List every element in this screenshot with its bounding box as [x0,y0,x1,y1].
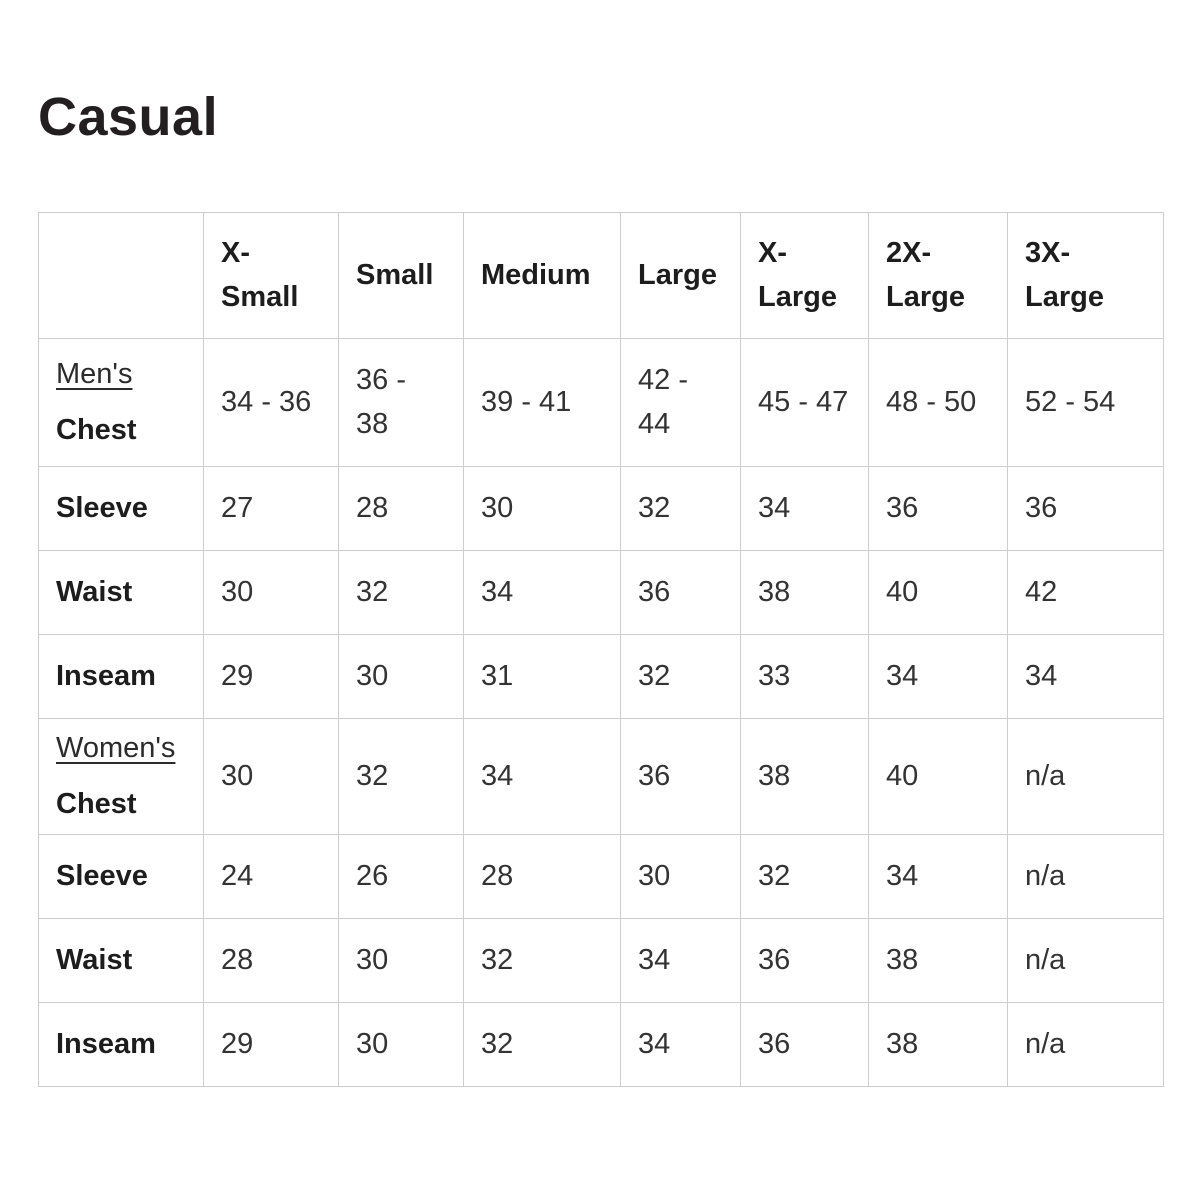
cell-mens-waist-x-small: 30 [203,550,339,636]
cell-womens-waist-x-small: 28 [203,918,339,1004]
column-header-medium: Medium [463,212,621,340]
table-row-womens-chest: Women's Chest 30 32 34 36 38 40 n/a [38,718,1164,836]
cell-mens-waist-x-large: 38 [740,550,869,636]
cell-mens-sleeve-3x-large: 36 [1007,466,1164,552]
mens-section-link[interactable]: Men's [56,358,133,391]
cell-womens-inseam-x-small: 29 [203,1002,339,1088]
row-label-text: Chest [56,787,137,820]
row-label-womens-sleeve: Sleeve [38,834,204,920]
cell-womens-chest-x-large: 38 [740,718,869,836]
cell-womens-chest-small: 32 [338,718,464,836]
cell-value: 42 - 44 [638,364,688,440]
cell-mens-chest-2x-large: 48 - 50 [868,338,1008,468]
cell-womens-sleeve-large: 30 [620,834,741,920]
row-label-mens-waist: Waist [38,550,204,636]
cell-mens-waist-medium: 34 [463,550,621,636]
corner-cell [38,212,204,340]
column-header-x-large: X-Large [740,212,869,340]
cell-womens-sleeve-small: 26 [338,834,464,920]
cell-womens-inseam-3x-large: n/a [1007,1002,1164,1088]
cell-womens-inseam-large: 34 [620,1002,741,1088]
cell-womens-sleeve-2x-large: 34 [868,834,1008,920]
cell-womens-sleeve-x-large: 32 [740,834,869,920]
cell-womens-chest-medium: 34 [463,718,621,836]
cell-womens-sleeve-medium: 28 [463,834,621,920]
table-row-mens-inseam: Inseam 29 30 31 32 33 34 34 [38,634,1164,720]
row-label-womens-waist: Waist [38,918,204,1004]
size-chart-table: X-Small Small Medium Large X-Large 2X-La… [38,212,1164,1088]
cell-mens-inseam-x-small: 29 [203,634,339,720]
cell-mens-sleeve-x-small: 27 [203,466,339,552]
row-label-mens-sleeve: Sleeve [38,466,204,552]
table-row-mens-chest: Men's Chest 34 - 36 36 - 38 39 - 41 42 -… [38,338,1164,468]
cell-mens-sleeve-small: 28 [338,466,464,552]
table-row-womens-inseam: Inseam 29 30 32 34 36 38 n/a [38,1002,1164,1088]
cell-womens-chest-3x-large: n/a [1007,718,1164,836]
table-row-mens-waist: Waist 30 32 34 36 38 40 42 [38,550,1164,636]
cell-value: 52 - 54 [1025,386,1116,419]
cell-mens-waist-small: 32 [338,550,464,636]
cell-womens-inseam-x-large: 36 [740,1002,869,1088]
cell-mens-waist-2x-large: 40 [868,550,1008,636]
cell-mens-sleeve-x-large: 34 [740,466,869,552]
cell-womens-waist-small: 30 [338,918,464,1004]
cell-value: 39 - 41 [481,386,572,419]
row-label-mens-chest: Men's Chest [38,338,204,468]
cell-mens-chest-small: 36 - 38 [338,338,464,468]
column-header-3x-large: 3X-Large [1007,212,1164,340]
row-label-womens-chest: Women's Chest [38,718,204,836]
row-label-text: Chest [56,413,137,446]
cell-mens-chest-3x-large: 52 - 54 [1007,338,1164,468]
cell-mens-chest-x-large: 45 - 47 [740,338,869,468]
cell-womens-waist-medium: 32 [463,918,621,1004]
header-row: X-Small Small Medium Large X-Large 2X-La… [38,212,1164,340]
cell-mens-waist-large: 36 [620,550,741,636]
cell-mens-inseam-2x-large: 34 [868,634,1008,720]
column-header-x-small: X-Small [203,212,339,340]
cell-mens-inseam-x-large: 33 [740,634,869,720]
cell-mens-chest-large: 42 - 44 [620,338,741,468]
cell-womens-inseam-2x-large: 38 [868,1002,1008,1088]
cell-value: 45 - 47 [758,386,849,419]
cell-value: 48 - 50 [886,386,977,419]
cell-mens-inseam-medium: 31 [463,634,621,720]
cell-womens-sleeve-3x-large: n/a [1007,834,1164,920]
cell-mens-inseam-large: 32 [620,634,741,720]
cell-womens-chest-large: 36 [620,718,741,836]
row-label-mens-inseam: Inseam [38,634,204,720]
table-row-womens-waist: Waist 28 30 32 34 36 38 n/a [38,918,1164,1004]
cell-mens-sleeve-medium: 30 [463,466,621,552]
cell-womens-waist-2x-large: 38 [868,918,1008,1004]
cell-womens-chest-2x-large: 40 [868,718,1008,836]
cell-mens-sleeve-large: 32 [620,466,741,552]
cell-womens-inseam-small: 30 [338,1002,464,1088]
cell-mens-chest-medium: 39 - 41 [463,338,621,468]
column-header-small: Small [338,212,464,340]
cell-value: 34 - 36 [221,386,312,419]
cell-womens-chest-x-small: 30 [203,718,339,836]
cell-womens-inseam-medium: 32 [463,1002,621,1088]
column-header-large: Large [620,212,741,340]
cell-mens-inseam-small: 30 [338,634,464,720]
cell-mens-chest-x-small: 34 - 36 [203,338,339,468]
table-row-mens-sleeve: Sleeve 27 28 30 32 34 36 36 [38,466,1164,552]
cell-mens-inseam-3x-large: 34 [1007,634,1164,720]
row-label-womens-inseam: Inseam [38,1002,204,1088]
table-row-womens-sleeve: Sleeve 24 26 28 30 32 34 n/a [38,834,1164,920]
cell-womens-waist-3x-large: n/a [1007,918,1164,1004]
cell-mens-waist-3x-large: 42 [1007,550,1164,636]
cell-womens-waist-large: 34 [620,918,741,1004]
cell-mens-sleeve-2x-large: 36 [868,466,1008,552]
cell-womens-sleeve-x-small: 24 [203,834,339,920]
cell-value: 36 - 38 [356,364,406,440]
column-header-2x-large: 2X-Large [868,212,1008,340]
womens-section-link[interactable]: Women's [56,732,176,765]
cell-womens-waist-x-large: 36 [740,918,869,1004]
page-title: Casual [38,87,219,147]
